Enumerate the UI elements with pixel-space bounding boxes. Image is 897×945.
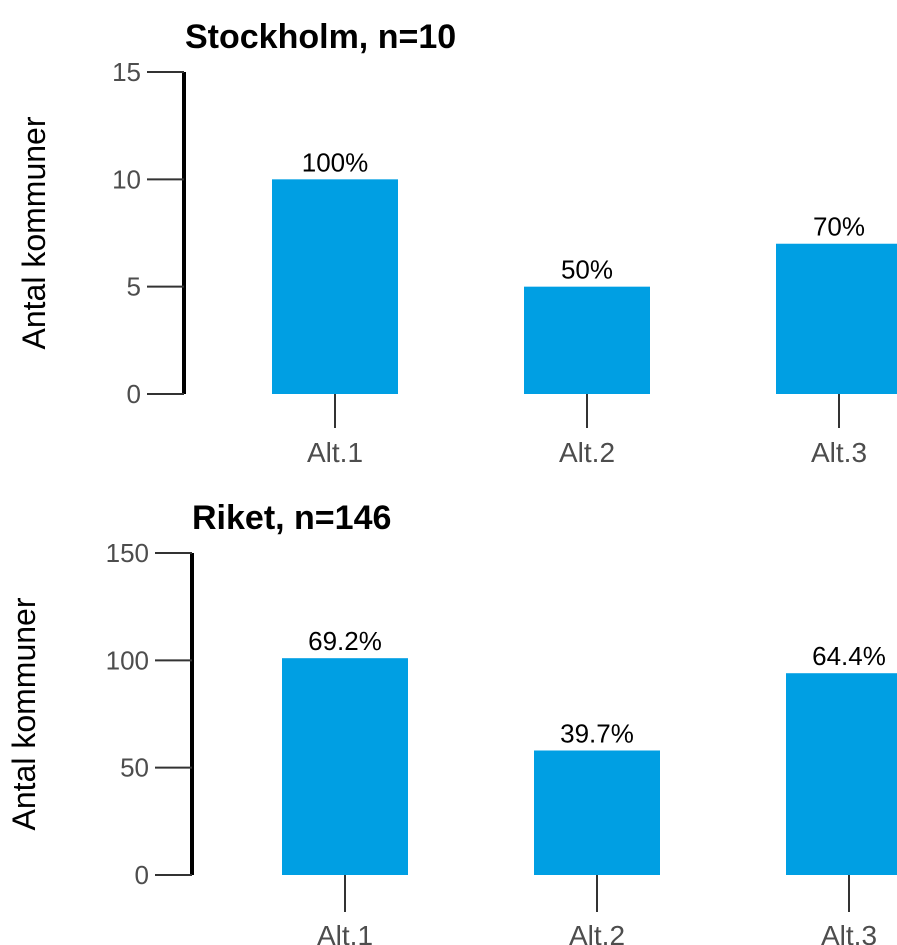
data-label: 64.4% [812, 641, 886, 671]
y-axis-label: Antal kommuner [6, 597, 42, 830]
bar [776, 243, 897, 394]
y-tick-label: 15 [112, 57, 141, 87]
x-tick-label: Alt.2 [559, 437, 615, 468]
y-tick-label: 0 [127, 379, 141, 409]
bar [786, 673, 897, 875]
bar [524, 286, 650, 394]
data-label: 100% [302, 147, 369, 177]
y-tick-label: 10 [112, 164, 141, 194]
data-label: 69.2% [308, 626, 382, 656]
data-label: 39.7% [560, 718, 634, 748]
chart-panel-riket: Riket, n=146 Antal kommuner 0 50 100 150 69.… [6, 499, 897, 945]
y-tick-label: 0 [135, 860, 149, 890]
y-tick-label: 50 [120, 753, 149, 783]
x-tick-label: Alt.3 [811, 437, 867, 468]
chart-title: Riket, n=146 [192, 499, 391, 537]
x-tick-label: Alt.3 [821, 920, 877, 945]
y-tick-label: 100 [106, 645, 149, 675]
bar [282, 658, 408, 875]
x-tick-label: Alt.2 [569, 920, 625, 945]
y-axis-label: Antal kommuner [16, 116, 52, 349]
data-label: 50% [561, 255, 613, 285]
data-label: 70% [813, 212, 865, 242]
chart-panel-stockholm: Stockholm, n=10 Antal kommuner 0 5 10 15 100… [16, 18, 897, 468]
x-tick-label: Alt.1 [307, 437, 363, 468]
bar [534, 750, 660, 875]
y-tick-label: 5 [127, 272, 141, 302]
bar [272, 179, 398, 394]
y-tick-label: 150 [106, 538, 149, 568]
chart-title: Stockholm, n=10 [185, 18, 456, 56]
x-tick-label: Alt.1 [317, 920, 373, 945]
